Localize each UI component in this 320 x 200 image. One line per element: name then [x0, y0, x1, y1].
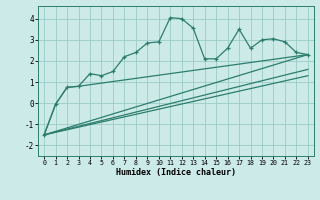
X-axis label: Humidex (Indice chaleur): Humidex (Indice chaleur)	[116, 168, 236, 177]
